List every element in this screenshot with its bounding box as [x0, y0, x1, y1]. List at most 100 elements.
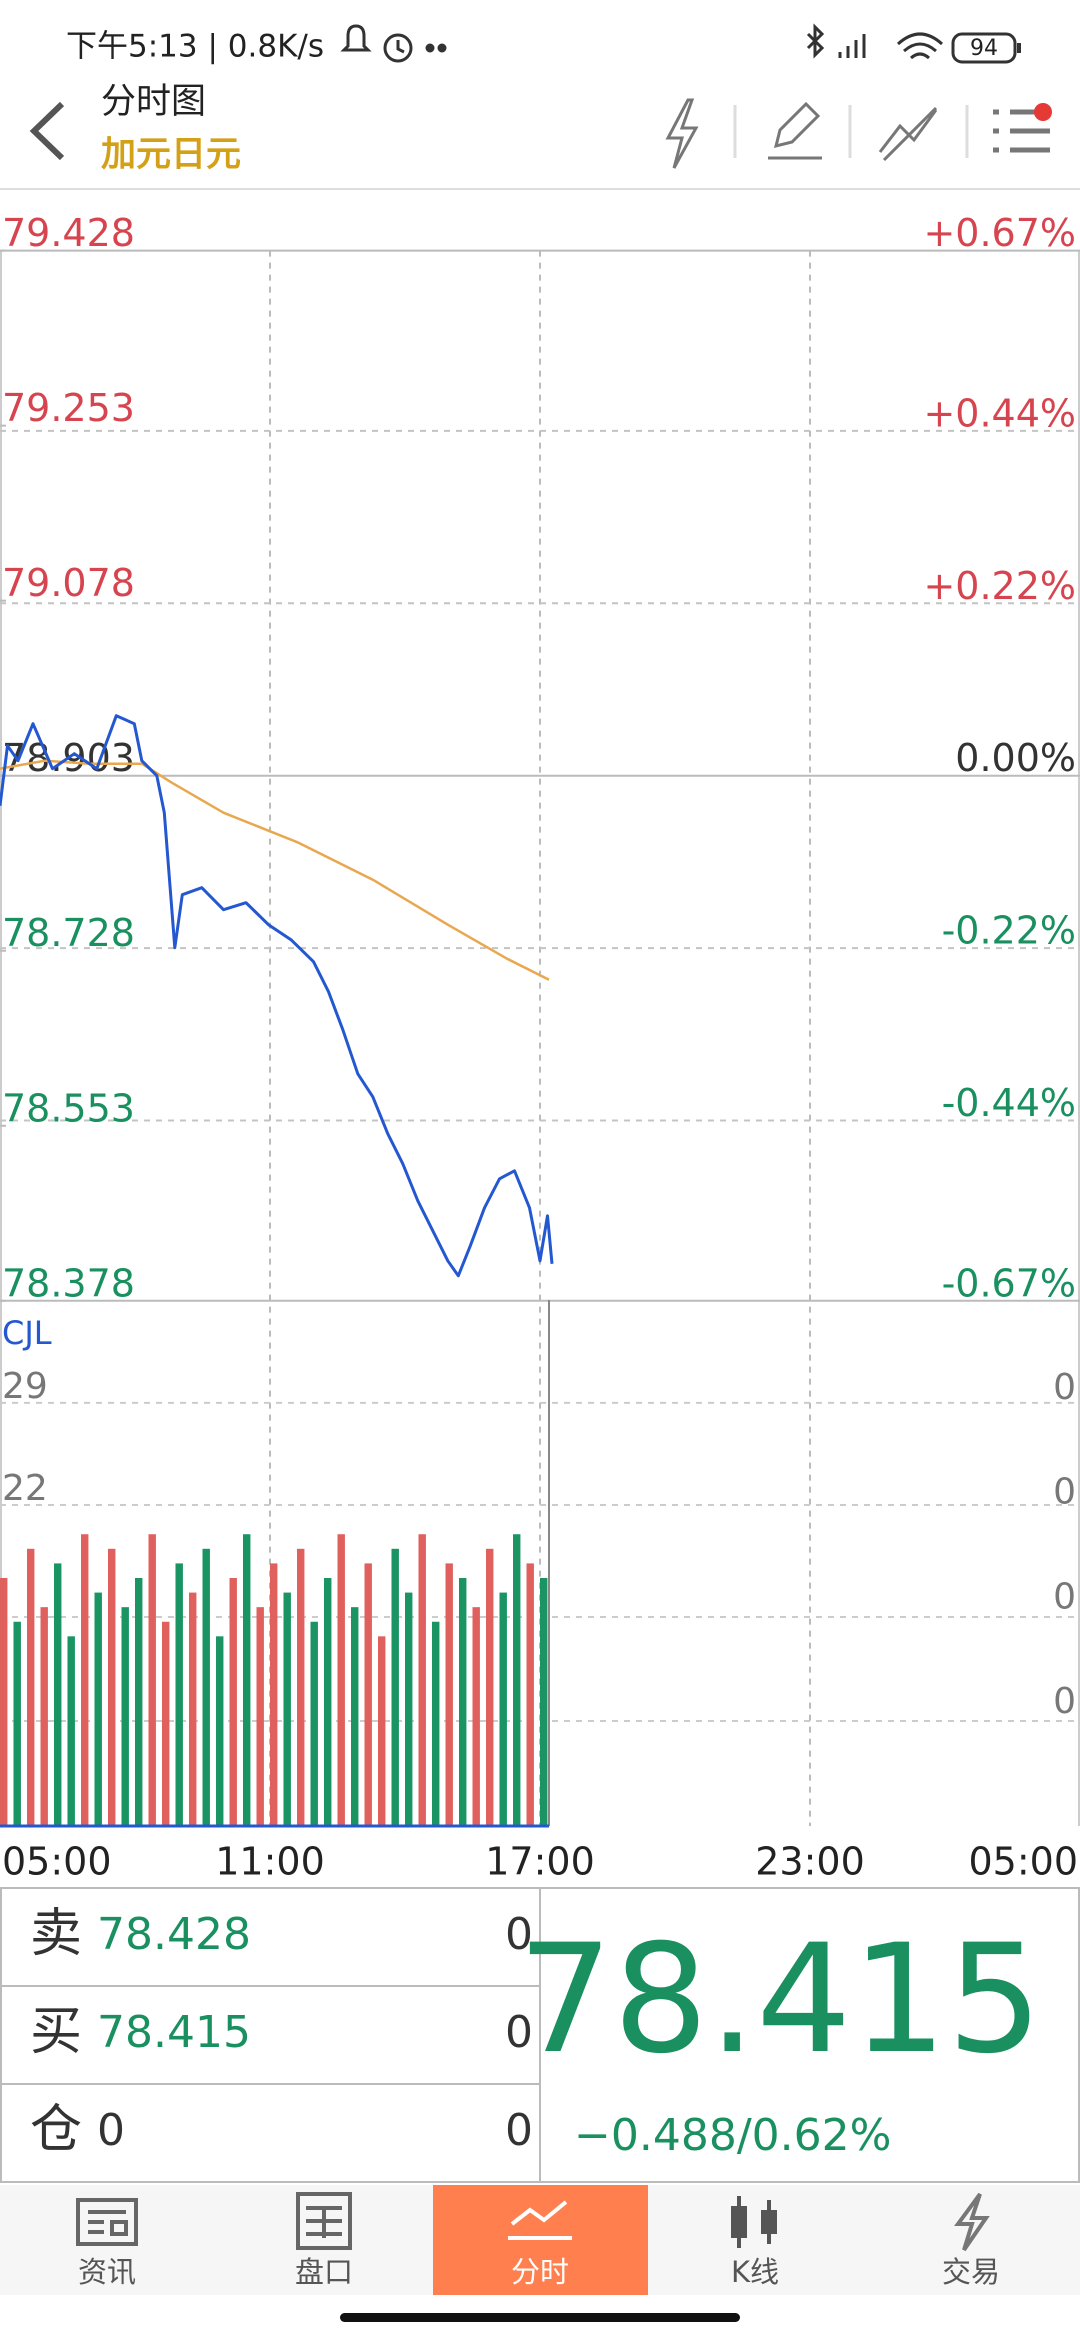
volume-bar — [202, 1548, 210, 1826]
tab-icons — [76, 2192, 990, 2252]
quote-layer: 卖 78.428 0买 78.415 0仓 0 0 — [30, 1904, 533, 2160]
row-price: 78.415 — [97, 2007, 251, 2058]
volume-bar — [459, 1577, 467, 1826]
volume-bar — [378, 1636, 386, 1826]
volume-bar — [283, 1592, 291, 1826]
volume-bar — [432, 1621, 440, 1826]
battery-icon — [951, 32, 1017, 64]
tab-label[interactable]: K线 — [731, 2255, 779, 2289]
volume-bar — [364, 1563, 372, 1826]
volume-bar — [256, 1607, 264, 1826]
tab-label[interactable]: 分时 — [511, 2255, 569, 2289]
toolbar — [665, 98, 1050, 169]
tab-label[interactable]: 盘口 — [295, 2255, 353, 2289]
volume-bar — [351, 1607, 359, 1826]
volume-bar — [499, 1592, 507, 1826]
volume-bar — [405, 1592, 413, 1826]
price-line — [0, 759, 550, 981]
volume-bar — [0, 1577, 8, 1826]
volume-bar — [189, 1592, 197, 1826]
y2-tick-label: 0 — [1053, 1576, 1076, 1617]
volume-bar — [94, 1592, 102, 1826]
y2-tick-label: -0.44% — [942, 1081, 1076, 1125]
y2-tick-label: +0.22% — [923, 564, 1076, 608]
menu-badge — [1034, 103, 1052, 121]
y2-tick-label: 0 — [1053, 1367, 1076, 1408]
price-line — [0, 714, 554, 1278]
x-tick-label: 23:00 — [755, 1840, 865, 1884]
volume-bar — [472, 1607, 480, 1826]
volume-bar — [540, 1577, 548, 1826]
volume-bar — [486, 1548, 494, 1826]
row-price: 0 — [97, 2105, 125, 2156]
home-indicator — [340, 2313, 740, 2322]
y-tick-label: 79.078 — [2, 561, 135, 605]
last-price: 78.415 — [518, 1913, 1043, 2087]
y2-tick-label: 0 — [1053, 1681, 1076, 1722]
y2-tick-label: -0.67% — [942, 1261, 1076, 1305]
volume-bar — [513, 1534, 521, 1826]
y-tick-label: 22 — [2, 1468, 48, 1509]
row-label: 仓 — [30, 2100, 82, 2160]
price-change: −0.488/0.62% — [574, 2110, 891, 2161]
battery-tip — [1017, 43, 1021, 53]
y2-tick-label: -0.22% — [942, 909, 1076, 953]
draw-button[interactable] — [768, 101, 822, 160]
volume-bar — [243, 1534, 251, 1826]
y2-tick-label: 0 — [1053, 1472, 1076, 1513]
y-tick-label: 78.378 — [2, 1261, 135, 1305]
row-price: 78.428 — [97, 1909, 251, 1960]
x-tick-label: 17:00 — [485, 1840, 595, 1884]
tab-layer: 资讯 盘口 分时 K线 交易 — [78, 2255, 1000, 2289]
volume-bar — [175, 1563, 183, 1826]
volume-bar — [13, 1621, 21, 1826]
volume-title: CJL — [2, 1314, 52, 1352]
volume-bar — [526, 1563, 534, 1826]
menu-button[interactable] — [993, 109, 1050, 153]
volume-bar — [337, 1534, 345, 1826]
chart-layer: 05:00 11:00 17:00 23:00 05:00 +0.67% +0.44% +0.… — [0, 211, 1080, 1884]
page-title: 分时图 — [101, 82, 206, 122]
x-tick-label: 11:00 — [215, 1840, 325, 1884]
y-tick-label: 79.253 — [2, 386, 135, 430]
x-tick-label: 05:00 — [2, 1840, 112, 1884]
volume-bar — [162, 1621, 170, 1826]
indicator-button[interactable] — [878, 106, 938, 162]
volume-bar — [54, 1563, 62, 1826]
row-qty: 0 — [505, 2105, 533, 2156]
volume-bar — [121, 1607, 129, 1826]
y2-tick-label: +0.67% — [923, 211, 1076, 255]
symbol-name: 加元日元 — [101, 135, 241, 175]
y-tick-label: 78.553 — [2, 1086, 135, 1130]
volume-bar — [67, 1636, 75, 1826]
tab-label[interactable]: 交易 — [942, 2255, 1000, 2289]
y2-tick-label: 0.00% — [955, 736, 1076, 780]
y-tick-label: 78.728 — [2, 911, 135, 955]
volume-bar — [81, 1534, 89, 1826]
status-time: 下午5:13 | 0.8K/s — [66, 29, 324, 65]
back-button[interactable] — [29, 101, 65, 161]
y2-tick-label: +0.44% — [923, 391, 1076, 435]
volume-bar — [229, 1577, 237, 1826]
quote-panel-frame — [0, 1887, 1080, 2183]
volume-bar — [324, 1577, 332, 1826]
status-icons — [340, 23, 944, 63]
row-label: 买 — [30, 2002, 82, 2062]
volume-bar — [216, 1636, 224, 1826]
volume-bar — [391, 1548, 399, 1826]
row-label: 卖 — [30, 1904, 82, 1964]
flash-button[interactable] — [665, 98, 699, 169]
x-tick-label: 05:00 — [968, 1840, 1078, 1884]
row-qty: 0 — [505, 1909, 533, 1960]
volume-bar — [27, 1548, 35, 1826]
top-background — [0, 0, 1080, 188]
volume-bar — [135, 1577, 143, 1826]
volume-bar — [310, 1621, 318, 1826]
volume-bar — [40, 1607, 48, 1826]
volume-bar — [108, 1548, 116, 1826]
volume-bar — [297, 1548, 305, 1826]
tab-label[interactable]: 资讯 — [78, 2255, 136, 2289]
row-qty: 0 — [505, 2007, 533, 2058]
